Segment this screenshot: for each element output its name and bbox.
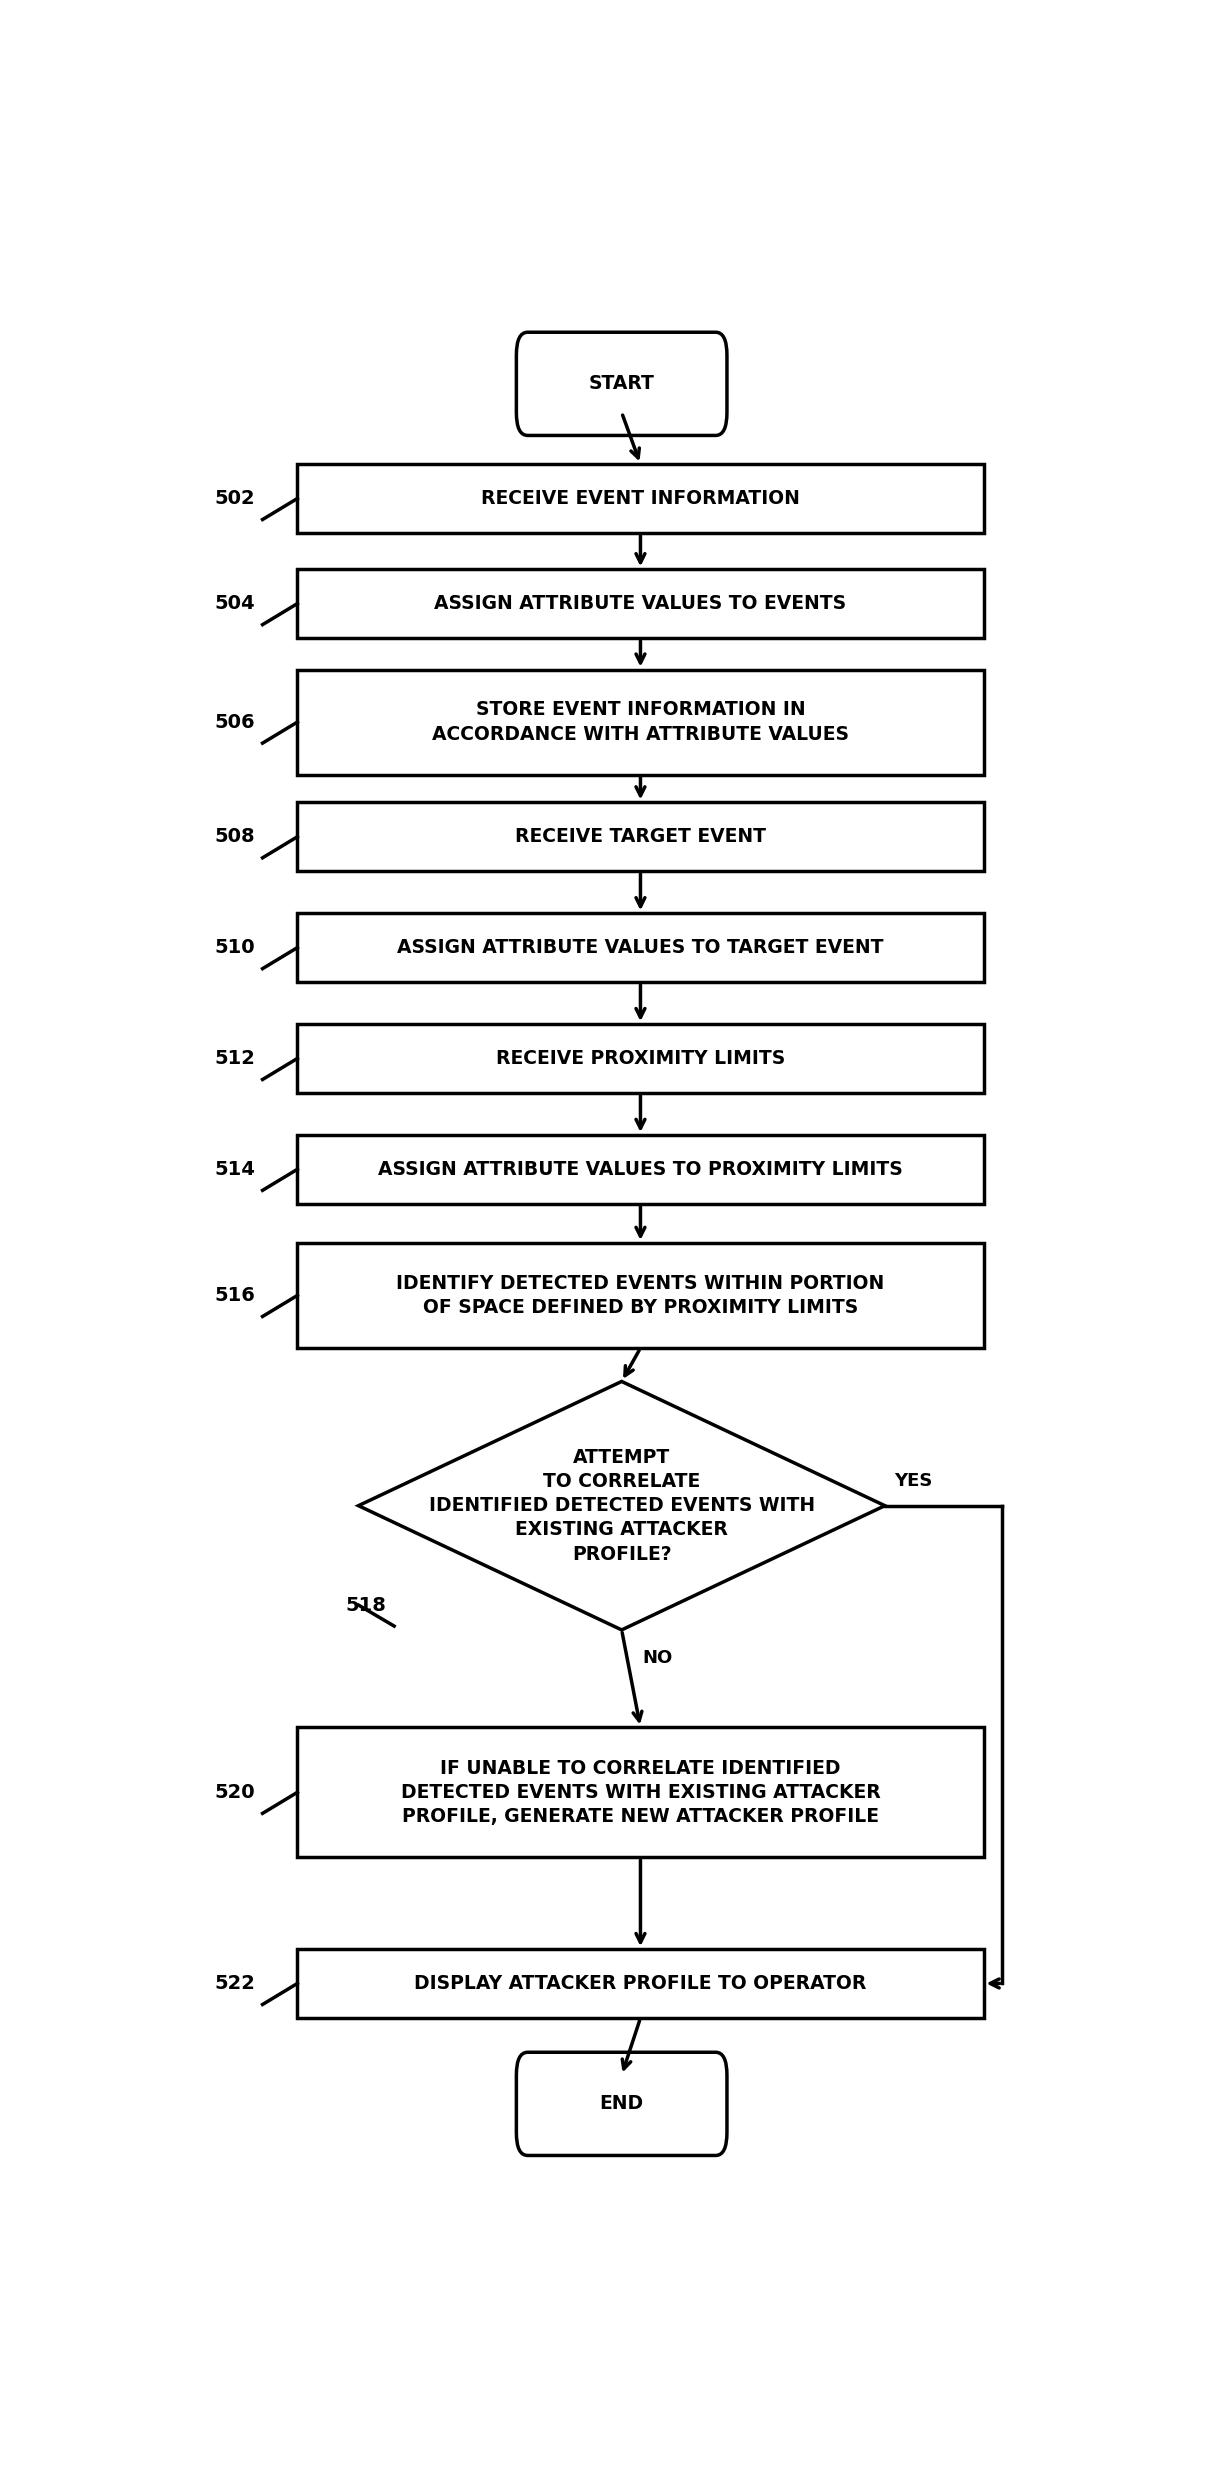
Text: 504: 504 [215, 593, 255, 613]
Text: 512: 512 [215, 1050, 255, 1067]
Text: YES: YES [894, 1472, 933, 1489]
FancyBboxPatch shape [297, 1025, 984, 1092]
FancyBboxPatch shape [297, 1727, 984, 1857]
FancyBboxPatch shape [297, 670, 984, 774]
Text: 520: 520 [215, 1782, 255, 1802]
Text: START: START [588, 375, 655, 392]
Text: 516: 516 [215, 1286, 255, 1306]
Text: ATTEMPT
TO CORRELATE
IDENTIFIED DETECTED EVENTS WITH
EXISTING ATTACKER
PROFILE?: ATTEMPT TO CORRELATE IDENTIFIED DETECTED… [428, 1447, 815, 1564]
Text: NO: NO [643, 1648, 672, 1668]
FancyBboxPatch shape [517, 2053, 727, 2154]
Text: IF UNABLE TO CORRELATE IDENTIFIED
DETECTED EVENTS WITH EXISTING ATTACKER
PROFILE: IF UNABLE TO CORRELATE IDENTIFIED DETECT… [400, 1760, 881, 1827]
FancyBboxPatch shape [297, 1243, 984, 1348]
Polygon shape [359, 1382, 885, 1631]
FancyBboxPatch shape [297, 913, 984, 983]
Text: ASSIGN ATTRIBUTE VALUES TO EVENTS: ASSIGN ATTRIBUTE VALUES TO EVENTS [434, 593, 847, 613]
Text: RECEIVE PROXIMITY LIMITS: RECEIVE PROXIMITY LIMITS [496, 1050, 785, 1067]
FancyBboxPatch shape [297, 1134, 984, 1204]
Text: 502: 502 [215, 489, 255, 509]
Text: ASSIGN ATTRIBUTE VALUES TO TARGET EVENT: ASSIGN ATTRIBUTE VALUES TO TARGET EVENT [397, 938, 884, 958]
Text: DISPLAY ATTACKER PROFILE TO OPERATOR: DISPLAY ATTACKER PROFILE TO OPERATOR [415, 1973, 866, 1993]
Text: END: END [599, 2095, 644, 2112]
FancyBboxPatch shape [297, 464, 984, 534]
Text: STORE EVENT INFORMATION IN
ACCORDANCE WITH ATTRIBUTE VALUES: STORE EVENT INFORMATION IN ACCORDANCE WI… [432, 700, 849, 745]
Text: ASSIGN ATTRIBUTE VALUES TO PROXIMITY LIMITS: ASSIGN ATTRIBUTE VALUES TO PROXIMITY LIM… [378, 1159, 902, 1179]
FancyBboxPatch shape [517, 333, 727, 434]
Text: 506: 506 [215, 712, 255, 732]
Text: 522: 522 [215, 1973, 255, 1993]
Text: IDENTIFY DETECTED EVENTS WITHIN PORTION
OF SPACE DEFINED BY PROXIMITY LIMITS: IDENTIFY DETECTED EVENTS WITHIN PORTION … [397, 1273, 884, 1318]
FancyBboxPatch shape [297, 568, 984, 638]
Text: 510: 510 [215, 938, 255, 958]
FancyBboxPatch shape [297, 1948, 984, 2018]
Text: RECEIVE TARGET EVENT: RECEIVE TARGET EVENT [516, 827, 765, 846]
Text: 518: 518 [346, 1596, 387, 1616]
Text: RECEIVE EVENT INFORMATION: RECEIVE EVENT INFORMATION [482, 489, 799, 509]
FancyBboxPatch shape [297, 802, 984, 871]
Text: 514: 514 [215, 1159, 255, 1179]
Text: 508: 508 [215, 827, 255, 846]
